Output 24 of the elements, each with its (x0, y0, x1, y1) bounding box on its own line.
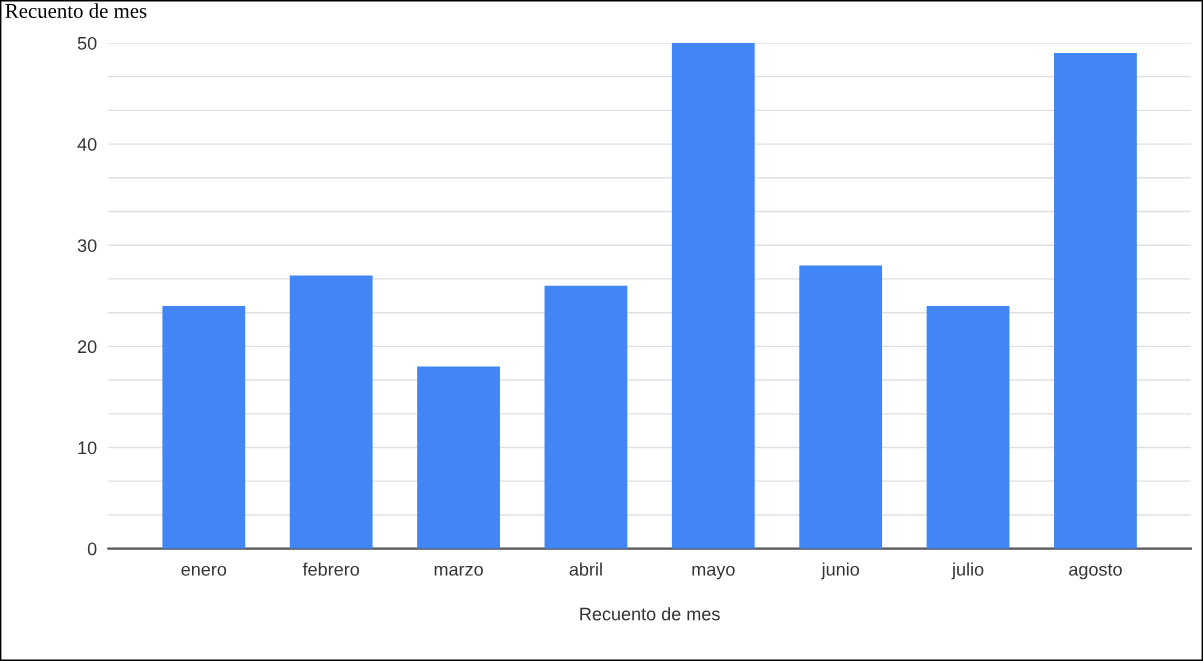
bar (162, 305, 246, 549)
x-tick-label: enero (181, 565, 227, 576)
x-tick-label: marzo (434, 565, 483, 576)
x-tick-label: julio (951, 562, 984, 580)
x-tick-label: mayo (692, 565, 735, 580)
y-tick-label: 0 (87, 542, 97, 556)
bar (544, 285, 628, 549)
y-tick-label: 50 (77, 36, 97, 50)
y-tick-label: 20 (77, 340, 97, 354)
y-tick-label: 10 (78, 441, 97, 455)
bar (289, 275, 373, 549)
x-tick-label: abril (569, 562, 602, 576)
bar (799, 265, 883, 549)
chart-title: Recuento de mes (5, 3, 147, 18)
y-tick-label: 30 (77, 239, 97, 252)
bar (417, 366, 500, 549)
y-tick-label: 40 (77, 138, 97, 151)
bar (671, 42, 755, 549)
x-axis-title: Recuento de mes (580, 607, 720, 621)
bar (926, 305, 1010, 549)
x-tick-label: junio (821, 562, 859, 580)
x-tick-label: febrero (302, 562, 360, 576)
x-tick-label: agosto (1069, 563, 1122, 580)
bar (1054, 53, 1137, 549)
